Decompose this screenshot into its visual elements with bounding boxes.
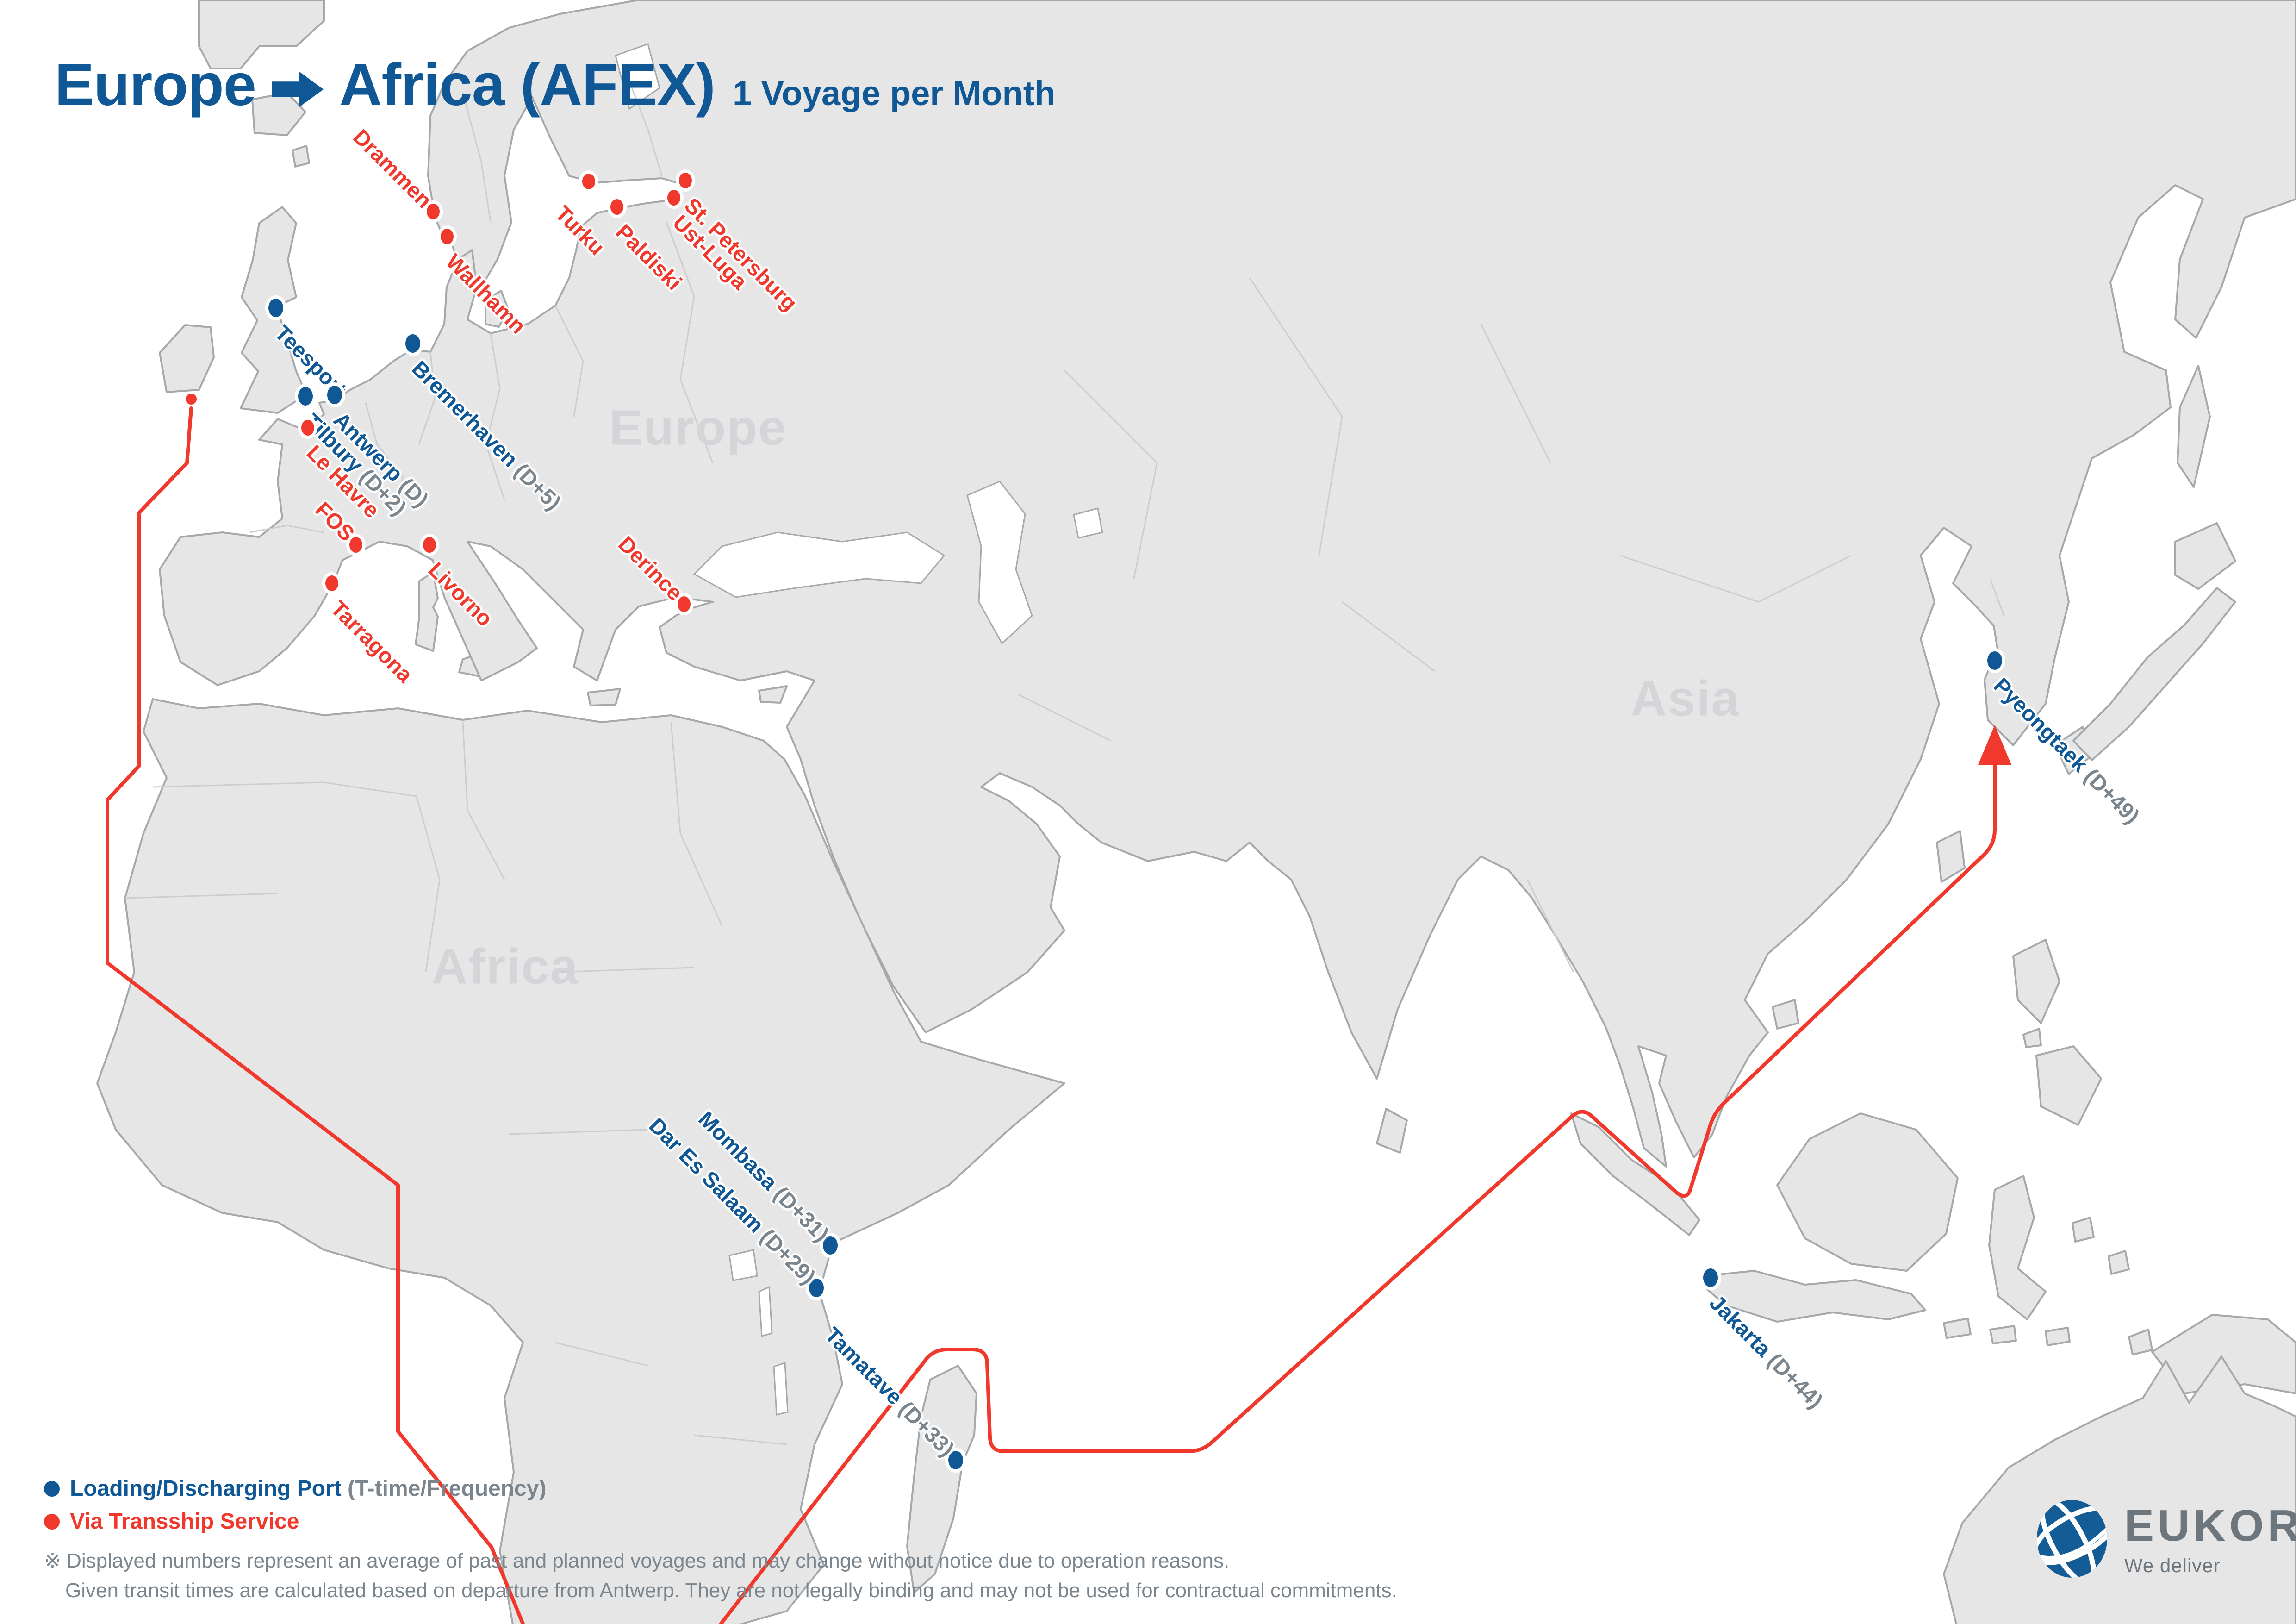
continent-label-asia: Asia (1630, 670, 1740, 726)
eukor-logo-text: EUKOR We deliver (2124, 1504, 2296, 1577)
title-destination: Africa (AFEX) (339, 52, 716, 118)
port-dot-tarragona (322, 572, 342, 595)
page-title: Europe Africa (AFEX) 1 Voyage per Month (55, 51, 1056, 119)
port-dot-paldiski (607, 195, 627, 218)
port-dot-derince (674, 593, 694, 615)
landmasses (96, 0, 2296, 1624)
route-line-atlantic (106, 406, 525, 1624)
right-arrow-icon (271, 71, 324, 107)
eukor-tagline: We deliver (2124, 1555, 2221, 1576)
loading-port-dot-icon (44, 1480, 60, 1497)
route-arrowhead-icon (1978, 725, 2011, 765)
legend: Loading/Discharging Port (T-time/Frequen… (44, 1476, 1397, 1605)
disclaimer-line-2: Given transit times are calculated based… (65, 1579, 1397, 1602)
title-origin: Europe (55, 52, 256, 118)
inland-seas (615, 43, 1103, 1416)
route-line-eastern (718, 763, 1997, 1624)
title-frequency: 1 Voyage per Month (732, 74, 1056, 112)
disclaimer-line-1: ※ Displayed numbers represent an average… (44, 1549, 1230, 1572)
port-dot-teesport (265, 295, 286, 321)
legend-loading-label: Loading/Discharging Port (T-time/Frequen… (70, 1476, 547, 1501)
port-dot-antwerp (324, 382, 345, 408)
disclaimer-notes: ※ Displayed numbers represent an average… (44, 1546, 1397, 1605)
legend-loading-suffix: (T-time/Frequency) (341, 1476, 547, 1501)
continent-label-africa: Africa (431, 938, 579, 994)
port-dot-bremerhaven (402, 331, 423, 356)
continent-label-europe: Europe (609, 399, 787, 456)
port-dot-jakarta (1699, 1265, 1721, 1291)
legend-transship-label: Via Transship Service (70, 1509, 299, 1534)
port-dot-tilbury (294, 383, 316, 409)
eukor-globe-icon (2037, 1500, 2107, 1578)
country-borders (124, 69, 2005, 1445)
port-dot-wallhamn (437, 225, 457, 248)
port-dot-fos (346, 533, 366, 556)
voyage-route (106, 394, 2011, 1624)
legend-transship-row: Via Transship Service (44, 1509, 1397, 1534)
port-dot-le-havre (298, 417, 317, 439)
port-dot-turku (579, 170, 598, 193)
port-dot-pyeongtaek (1984, 648, 2006, 674)
transship-port-dot-icon (44, 1513, 60, 1530)
port-dot-ust-luga (664, 186, 684, 209)
eukor-wordmark: EUKOR (2124, 1501, 2296, 1550)
legend-loading-row: Loading/Discharging Port (T-time/Frequen… (44, 1476, 1397, 1501)
port-dot-mombasa (819, 1232, 841, 1258)
port-dot-drammen (423, 200, 443, 223)
eukor-logo: EUKOR We deliver (2035, 1499, 2296, 1579)
port-dot-dar-es-salaam (806, 1275, 828, 1300)
port-dot-livorno (420, 533, 440, 556)
route-start-dot (186, 394, 197, 405)
port-dot-tamatave (945, 1448, 966, 1473)
